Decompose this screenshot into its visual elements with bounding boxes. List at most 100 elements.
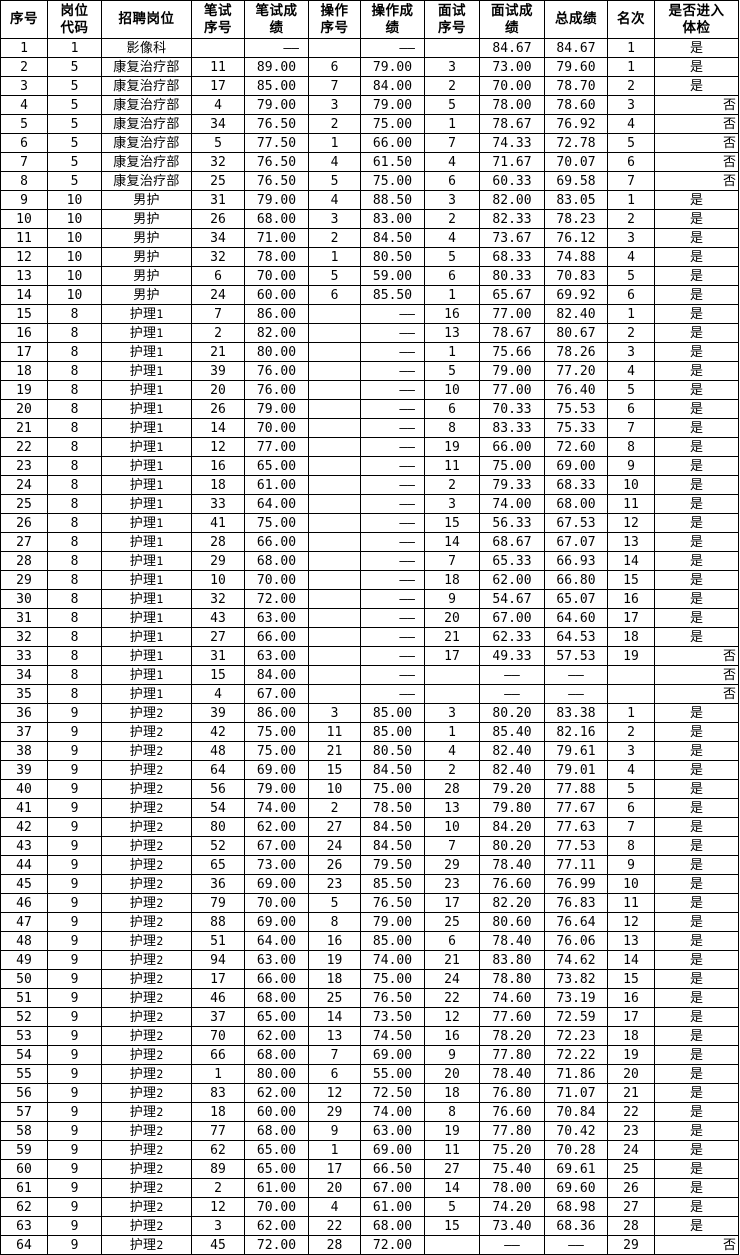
cell-written_no[interactable]: 4 (191, 684, 245, 704)
cell-op_score[interactable]: 85.50 (360, 285, 425, 305)
cell-post_name[interactable]: 康复治疗部 (101, 57, 192, 77)
cell-interview_no[interactable]: 8 (424, 418, 480, 438)
cell-op_score[interactable]: 61.50 (360, 152, 425, 172)
cell-total_score[interactable]: 69.92 (544, 285, 608, 305)
cell-post_name[interactable]: 影像科 (101, 38, 192, 58)
cell-post_name[interactable]: 康复治疗部 (101, 133, 192, 153)
cell-interview_no[interactable]: 19 (424, 437, 480, 457)
cell-op_no[interactable] (308, 627, 361, 647)
cell-op_no[interactable] (308, 608, 361, 628)
cell-written_no[interactable]: 3 (191, 1216, 245, 1236)
cell-rank[interactable]: 10 (607, 874, 655, 894)
cell-pass[interactable]: 是 (654, 570, 739, 590)
cell-op_score[interactable]: 75.00 (360, 171, 425, 191)
cell-interview_no[interactable]: 6 (424, 399, 480, 419)
cell-op_no[interactable] (308, 646, 361, 666)
cell-post_code[interactable]: 8 (47, 684, 102, 704)
cell-rank[interactable]: 15 (607, 570, 655, 590)
table-row[interactable]: 22 8 护理1 12 77.00 —— 19 66.00 72.60 8 是 (0, 437, 739, 457)
table-row[interactable]: 48 9 护理2 51 64.00 16 85.00 6 78.40 76.06 13 是 (0, 931, 739, 951)
cell-seq[interactable]: 31 (0, 608, 48, 628)
cell-post_name[interactable]: 护理1 (101, 665, 192, 685)
cell-op_no[interactable] (308, 437, 361, 457)
cell-total_score[interactable]: 73.19 (544, 988, 608, 1008)
cell-post_name[interactable]: 护理1 (101, 304, 192, 324)
cell-interview_no[interactable]: 1 (424, 114, 480, 134)
cell-op_score[interactable]: 69.00 (360, 1140, 425, 1160)
cell-written_score[interactable]: 70.00 (244, 266, 309, 286)
table-row[interactable]: 61 9 护理2 2 61.00 20 67.00 14 78.00 69.60 26 是 (0, 1178, 739, 1198)
cell-written_no[interactable]: 20 (191, 380, 245, 400)
cell-post_code[interactable]: 8 (47, 418, 102, 438)
cell-written_no[interactable]: 26 (191, 209, 245, 229)
cell-post_code[interactable]: 8 (47, 380, 102, 400)
cell-post_code[interactable]: 9 (47, 969, 102, 989)
cell-written_score[interactable]: 61.00 (244, 1178, 309, 1198)
cell-interview_score[interactable]: 78.40 (479, 855, 545, 875)
cell-op_score[interactable]: 88.50 (360, 190, 425, 210)
table-row[interactable]: 2 5 康复治疗部 11 89.00 6 79.00 3 73.00 79.60 1 是 (0, 57, 739, 77)
cell-written_no[interactable]: 46 (191, 988, 245, 1008)
cell-total_score[interactable]: 73.82 (544, 969, 608, 989)
cell-total_score[interactable]: 67.53 (544, 513, 608, 533)
cell-post_name[interactable]: 康复治疗部 (101, 95, 192, 115)
cell-written_no[interactable]: 51 (191, 931, 245, 951)
cell-post_name[interactable]: 护理2 (101, 798, 192, 818)
col-header-op_score[interactable]: 操作成绩 (360, 0, 425, 39)
cell-rank[interactable]: 24 (607, 1140, 655, 1160)
cell-pass[interactable]: 否 (654, 95, 739, 115)
cell-op_score[interactable]: 79.00 (360, 57, 425, 77)
cell-pass[interactable]: 是 (654, 969, 739, 989)
table-row[interactable]: 5 5 康复治疗部 34 76.50 2 75.00 1 78.67 76.92 4 否 (0, 114, 739, 134)
cell-written_no[interactable] (191, 38, 245, 58)
table-row[interactable]: 3 5 康复治疗部 17 85.00 7 84.00 2 70.00 78.70 2 是 (0, 76, 739, 96)
cell-interview_no[interactable]: 20 (424, 1064, 480, 1084)
cell-op_no[interactable]: 14 (308, 1007, 361, 1027)
cell-written_no[interactable]: 54 (191, 798, 245, 818)
cell-rank[interactable]: 5 (607, 133, 655, 153)
table-row[interactable]: 20 8 护理1 26 79.00 —— 6 70.33 75.53 6 是 (0, 399, 739, 419)
cell-op_no[interactable]: 29 (308, 1102, 361, 1122)
cell-rank[interactable]: 1 (607, 38, 655, 58)
cell-pass[interactable]: 是 (654, 266, 739, 286)
cell-post_code[interactable]: 9 (47, 988, 102, 1008)
cell-seq[interactable]: 11 (0, 228, 48, 248)
cell-interview_no[interactable] (424, 1235, 480, 1255)
cell-interview_score[interactable]: 49.33 (479, 646, 545, 666)
cell-post_name[interactable]: 康复治疗部 (101, 76, 192, 96)
cell-written_no[interactable]: 12 (191, 1197, 245, 1217)
cell-op_no[interactable]: 27 (308, 817, 361, 837)
cell-interview_no[interactable]: 14 (424, 1178, 480, 1198)
cell-interview_no[interactable]: 22 (424, 988, 480, 1008)
cell-written_score[interactable]: 76.50 (244, 114, 309, 134)
cell-seq[interactable]: 30 (0, 589, 48, 609)
cell-pass[interactable]: 是 (654, 722, 739, 742)
cell-written_no[interactable]: 10 (191, 570, 245, 590)
cell-interview_no[interactable]: 4 (424, 152, 480, 172)
cell-written_score[interactable]: 62.00 (244, 817, 309, 837)
cell-written_score[interactable]: 73.00 (244, 855, 309, 875)
cell-pass[interactable]: 是 (654, 874, 739, 894)
cell-post_code[interactable]: 9 (47, 779, 102, 799)
cell-op_no[interactable]: 22 (308, 1216, 361, 1236)
col-header-post_code[interactable]: 岗位 代码 (47, 0, 102, 39)
cell-post_name[interactable]: 护理2 (101, 969, 192, 989)
cell-post_code[interactable]: 8 (47, 589, 102, 609)
cell-rank[interactable]: 5 (607, 779, 655, 799)
cell-post_code[interactable]: 8 (47, 551, 102, 571)
cell-op_score[interactable]: —— (360, 608, 425, 628)
cell-post_code[interactable]: 8 (47, 475, 102, 495)
cell-rank[interactable]: 17 (607, 1007, 655, 1027)
cell-seq[interactable]: 3 (0, 76, 48, 96)
cell-seq[interactable]: 9 (0, 190, 48, 210)
cell-written_score[interactable]: 74.00 (244, 798, 309, 818)
cell-seq[interactable]: 53 (0, 1026, 48, 1046)
cell-interview_score[interactable]: 68.67 (479, 532, 545, 552)
table-row[interactable]: 21 8 护理1 14 70.00 —— 8 83.33 75.33 7 是 (0, 418, 739, 438)
cell-seq[interactable]: 48 (0, 931, 48, 951)
cell-interview_no[interactable]: 6 (424, 266, 480, 286)
cell-op_score[interactable]: —— (360, 570, 425, 590)
cell-interview_no[interactable]: 16 (424, 1026, 480, 1046)
cell-interview_score[interactable]: 78.67 (479, 323, 545, 343)
cell-written_no[interactable]: 64 (191, 760, 245, 780)
